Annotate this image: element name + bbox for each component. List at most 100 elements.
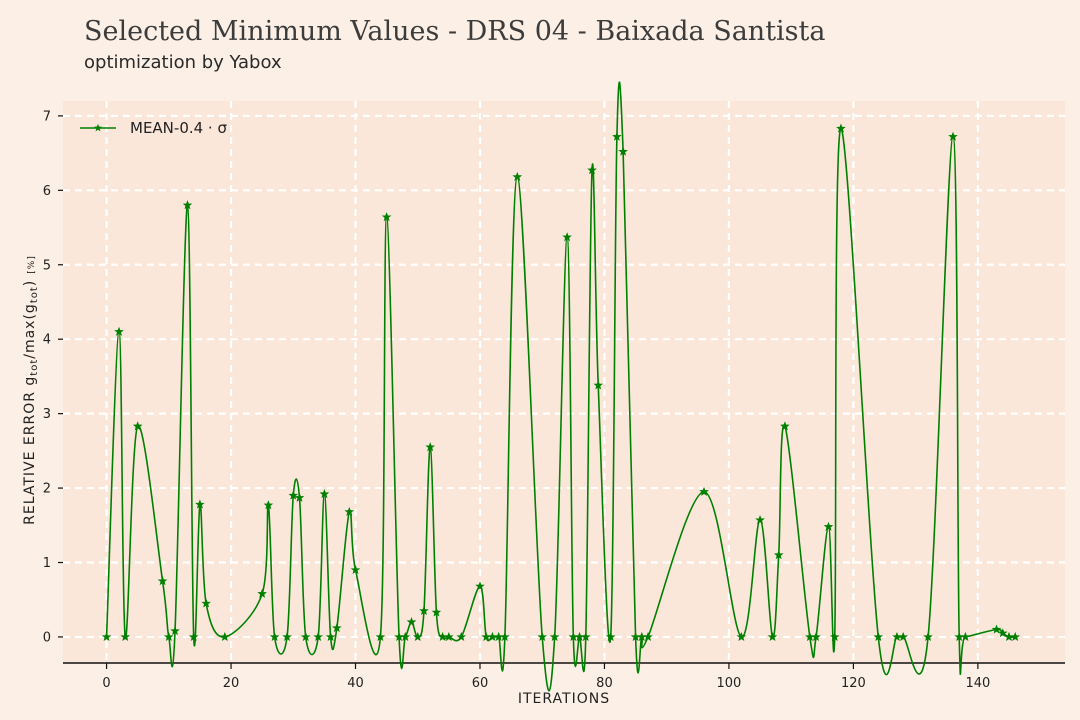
data-point [580, 631, 591, 642]
data-point [157, 576, 168, 586]
series [105, 81, 1016, 692]
data-point [587, 165, 597, 175]
data-point [618, 146, 628, 156]
y-tick-label: 2 [43, 482, 51, 497]
data-point [170, 625, 180, 636]
data-point [1010, 631, 1021, 642]
data-point [101, 631, 112, 642]
y-axis-label-end: ) [22, 280, 38, 286]
data-point [425, 442, 435, 452]
data-point [319, 488, 330, 499]
data-point [288, 490, 299, 500]
data-point [767, 631, 778, 642]
data-point [220, 631, 230, 642]
markers [101, 123, 1021, 642]
data-point [960, 631, 971, 642]
legend: MEAN-0.4 · σ [80, 119, 227, 137]
x-tick-label: 100 [717, 676, 742, 691]
data-point [120, 631, 131, 642]
data-point [313, 631, 323, 642]
data-point [898, 631, 908, 642]
data-point [780, 421, 790, 431]
data-point [444, 631, 454, 642]
data-point [344, 506, 355, 516]
data-point [350, 564, 361, 575]
data-point [456, 631, 467, 642]
data-point [823, 521, 834, 531]
data-point [991, 624, 1002, 634]
data-point [605, 631, 616, 642]
data-point [195, 499, 205, 509]
data-point [537, 631, 548, 642]
data-point [431, 607, 442, 617]
data-point [419, 605, 429, 615]
data-point [873, 631, 884, 642]
plot-area [63, 101, 1065, 663]
data-point [164, 631, 174, 642]
x-axis-label: ITERATIONS [518, 691, 610, 707]
data-point [188, 631, 199, 642]
chart-title: Selected Minimum Values - DRS 04 - Baixa… [84, 16, 826, 47]
x-tick-label: 120 [841, 676, 866, 691]
legend-entry: MEAN-0.4 · σ [130, 119, 227, 137]
data-point [829, 631, 840, 642]
data-point [612, 131, 622, 141]
data-point [325, 631, 336, 642]
legend-star-marker [94, 123, 102, 132]
series-line-0 [105, 81, 1016, 692]
x-tick-label: 60 [472, 676, 489, 691]
data-point [282, 631, 292, 642]
y-tick-label: 0 [43, 630, 51, 645]
data-point [412, 631, 423, 642]
data-point [132, 421, 143, 431]
data-point [755, 515, 765, 525]
data-point [549, 631, 560, 642]
data-point [500, 631, 510, 642]
y-axis-label-unit: [%] [27, 255, 37, 274]
data-point [375, 631, 386, 642]
x-tick-label: 80 [596, 676, 613, 691]
y-axis-label-main: RELATIVE ERROR g [22, 376, 38, 525]
data-point [294, 492, 305, 502]
data-point [257, 588, 267, 598]
data-point [381, 212, 392, 222]
y-axis-label-sub1: tot [29, 359, 40, 376]
ticks: 0 1 2 3 4 5 6 7 0 20 40 60 80 100 120 140 [43, 109, 991, 691]
data-point [699, 486, 709, 496]
data-point [332, 622, 342, 633]
x-tick-label: 140 [965, 676, 990, 691]
y-axis-label-mid: /max(g [22, 303, 38, 359]
data-point [201, 598, 211, 608]
data-point [811, 631, 821, 642]
data-point [736, 631, 747, 642]
x-tick-label: 40 [347, 676, 364, 691]
data-point [475, 581, 485, 591]
data-point [593, 380, 604, 390]
y-axis-label: RELATIVE ERROR gtot/max(gtot)[%] [22, 255, 40, 525]
data-point [512, 171, 523, 181]
data-point [400, 631, 411, 642]
data-point [948, 131, 958, 141]
y-tick-label: 6 [43, 184, 51, 199]
x-tick-label: 20 [223, 676, 240, 691]
y-tick-label: 5 [43, 258, 51, 273]
data-point [923, 631, 933, 642]
data-point [836, 123, 846, 133]
chart-subtitle: optimization by Yabox [84, 52, 282, 73]
y-tick-label: 1 [43, 556, 51, 571]
data-point [300, 631, 311, 642]
y-axis-label-sub2: tot [29, 286, 40, 303]
data-point [643, 631, 653, 642]
data-point [773, 550, 784, 560]
data-point [269, 631, 280, 642]
y-tick-label: 3 [43, 407, 51, 422]
y-tick-label: 4 [43, 333, 51, 348]
data-point [182, 200, 193, 210]
data-point [263, 500, 274, 510]
data-point [997, 628, 1008, 638]
data-point [114, 326, 124, 336]
x-tick-label: 0 [102, 676, 110, 691]
y-tick-label: 7 [43, 109, 51, 124]
